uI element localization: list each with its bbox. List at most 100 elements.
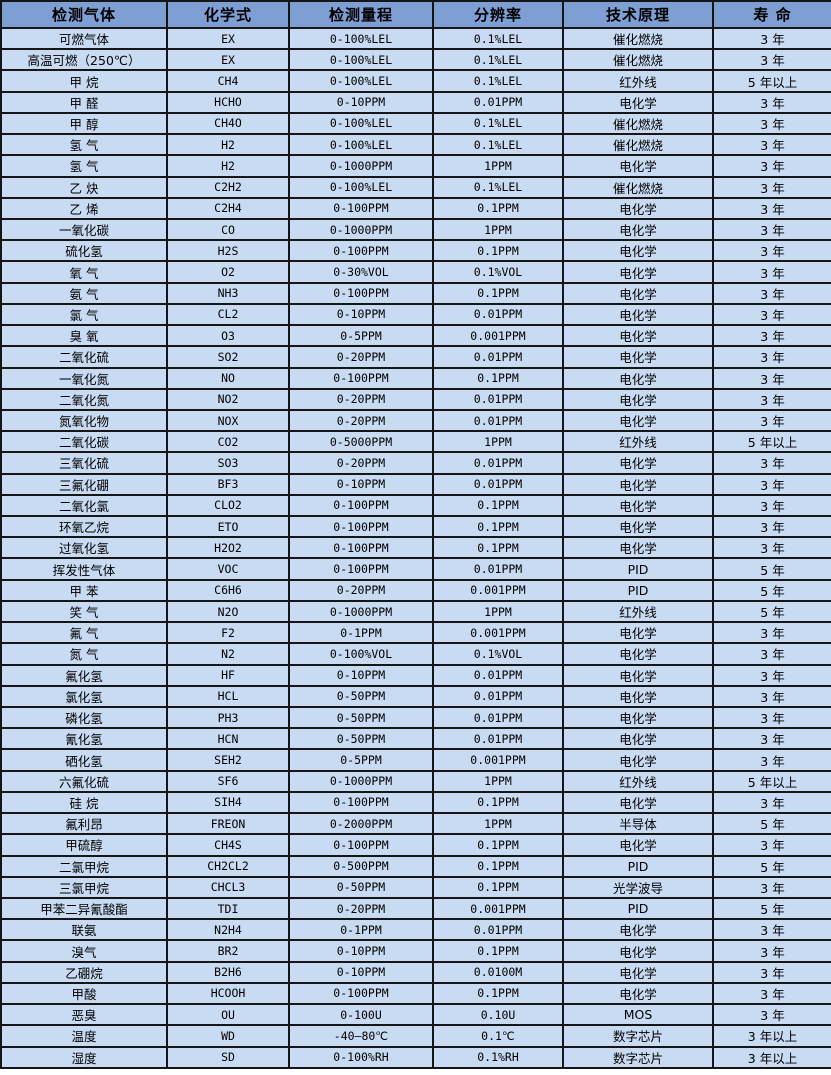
range-cell: 0-1PPM — [288, 918, 434, 942]
principle-cell: PID — [562, 854, 714, 878]
range-cell: 0-100%LEL — [288, 111, 434, 136]
gas-name-cell: 氯化氢 — [0, 684, 168, 709]
formula-cell: CL2 — [166, 302, 290, 327]
column-header-gas-name: 检测气体 — [0, 0, 168, 29]
table-row: 甲 烷 CH4 0-100%LEL 0.1%LEL 红外线 5 年以上 — [0, 69, 831, 93]
resolution-cell: 0.01PPM — [432, 451, 564, 475]
gas-name-cell: 温度 — [0, 1024, 168, 1048]
principle-cell: PID — [562, 578, 714, 602]
range-cell: 0-100U — [288, 1003, 434, 1027]
resolution-cell: 0.1%LEL — [432, 175, 564, 199]
lifespan-cell: 3 年 — [712, 981, 831, 1006]
resolution-cell: 1PPM — [432, 154, 564, 178]
formula-cell: NH3 — [166, 281, 290, 305]
gas-name-cell: 氢 气 — [0, 133, 168, 157]
table-row: 氮氧化物 NOX 0-20PPM 0.01PPM 电化学 3 年 — [0, 408, 831, 433]
range-cell: 0-100PPM — [288, 239, 434, 263]
table-row: 二氧化硫 SO2 0-20PPM 0.01PPM 电化学 3 年 — [0, 345, 831, 369]
principle-cell: 数字芯片 — [562, 1045, 714, 1069]
lifespan-cell: 3 年 — [712, 260, 831, 284]
formula-cell: N2O — [166, 599, 290, 624]
lifespan-cell: 3 年 — [712, 960, 831, 984]
lifespan-cell: 3 年 — [712, 281, 831, 305]
header-row: 检测气体 化学式 检测量程 分辨率 技术原理寿 命 — [0, 0, 831, 29]
table-row: 氨 气 NH3 0-100PPM 0.1PPM 电化学 3 年 — [0, 281, 831, 305]
formula-cell: H2O2 — [166, 536, 290, 560]
resolution-cell: 0.1PPM — [432, 790, 564, 815]
formula-cell: HCL — [166, 684, 290, 709]
principle-cell: 催化燃烧 — [562, 175, 714, 199]
lifespan-cell: 3 年 — [712, 217, 831, 242]
principle-cell: 电化学 — [562, 727, 714, 751]
resolution-cell: 0.1%LEL — [432, 133, 564, 157]
range-cell: 0-100PPM — [288, 833, 434, 857]
table-row: 乙 炔 C2H2 0-100%LEL 0.1%LEL 催化燃烧 3 年 — [0, 175, 831, 199]
formula-cell: CO2 — [166, 430, 290, 454]
range-cell: 0-5PPM — [288, 748, 434, 772]
lifespan-cell: 3 年 — [712, 324, 831, 348]
principle-cell: 电化学 — [562, 387, 714, 411]
gas-name-cell: 氟 气 — [0, 621, 168, 645]
formula-cell: SD — [166, 1045, 290, 1069]
formula-cell: ETO — [166, 515, 290, 539]
gas-name-cell: 溴气 — [0, 939, 168, 963]
lifespan-cell: 3 年 — [712, 939, 831, 963]
range-cell: 0-100%RH — [288, 1045, 434, 1069]
range-cell: 0-2000PPM — [288, 812, 434, 836]
resolution-cell: 0.1PPM — [432, 281, 564, 305]
gas-name-cell: 一氧化氮 — [0, 366, 168, 390]
formula-cell: HF — [166, 663, 290, 687]
table-row: 恶臭 OU 0-100U 0.10U MOS 3 年 — [0, 1003, 831, 1027]
formula-cell: SO3 — [166, 451, 290, 475]
table-row: 甲 苯 C6H6 0-20PPM 0.001PPM PID 5 年 — [0, 578, 831, 602]
range-cell: 0-30%VOL — [288, 260, 434, 284]
lifespan-cell: 3 年 — [712, 154, 831, 178]
resolution-cell: 0.1PPM — [432, 875, 564, 899]
lifespan-cell: 3 年 — [712, 175, 831, 199]
formula-cell: HCHO — [166, 90, 290, 114]
principle-cell: 电化学 — [562, 918, 714, 942]
lifespan-cell: 3 年 — [712, 408, 831, 433]
formula-cell: SEH2 — [166, 748, 290, 772]
principle-cell: 电化学 — [562, 302, 714, 327]
lifespan-cell: 3 年 — [712, 366, 831, 390]
gas-name-cell: 氮 气 — [0, 642, 168, 666]
range-cell: 0-1000PPM — [288, 217, 434, 242]
resolution-cell: 0.1%LEL — [432, 48, 564, 72]
lifespan-cell: 3 年 — [712, 727, 831, 751]
range-cell: 0-50PPM — [288, 684, 434, 709]
table-body: 可燃气体 EX 0-100%LEL 0.1%LEL 催化燃烧 3 年高温可燃（250℃） E… — [0, 26, 831, 1069]
lifespan-cell: 3 年 — [712, 515, 831, 539]
principle-cell: 电化学 — [562, 833, 714, 857]
formula-cell: CH4 — [166, 69, 290, 93]
gas-name-cell: 臭 氧 — [0, 324, 168, 348]
resolution-cell: 0.01PPM — [432, 557, 564, 581]
principle-cell: 电化学 — [562, 515, 714, 539]
resolution-cell: 0.001PPM — [432, 896, 564, 921]
principle-cell: 催化燃烧 — [562, 133, 714, 157]
formula-cell: PH3 — [166, 705, 290, 730]
table-row: 氟化氢 HF 0-10PPM 0.01PPM 电化学 3 年 — [0, 663, 831, 687]
formula-cell: SF6 — [166, 769, 290, 793]
gas-name-cell: 二氧化氮 — [0, 387, 168, 411]
gas-name-cell: 一氧化碳 — [0, 217, 168, 242]
lifespan-cell: 5 年以上 — [712, 69, 831, 93]
resolution-cell: 0.1PPM — [432, 981, 564, 1006]
formula-cell: B2H6 — [166, 960, 290, 984]
lifespan-cell: 3 年 — [712, 790, 831, 815]
formula-cell: N2 — [166, 642, 290, 666]
principle-cell: 催化燃烧 — [562, 111, 714, 136]
formula-cell: EX — [166, 48, 290, 72]
principle-cell: 电化学 — [562, 281, 714, 305]
resolution-cell: 0.1PPM — [432, 939, 564, 963]
principle-cell: 电化学 — [562, 663, 714, 687]
resolution-cell: 0.1PPM — [432, 536, 564, 560]
gas-name-cell: 二氧化碳 — [0, 430, 168, 454]
lifespan-cell: 3 年 — [712, 90, 831, 114]
column-header-resolution: 分辨率 — [432, 0, 564, 29]
range-cell: 0-100PPM — [288, 515, 434, 539]
range-cell: 0-20PPM — [288, 387, 434, 411]
range-cell: 0-100%LEL — [288, 26, 434, 51]
gas-name-cell: 甲酸 — [0, 981, 168, 1006]
range-cell: 0-50PPM — [288, 875, 434, 899]
